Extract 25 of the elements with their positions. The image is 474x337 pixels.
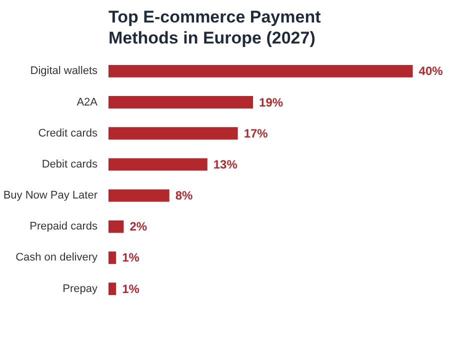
data-label: 2% [130, 220, 148, 234]
bar [108, 127, 238, 140]
y-tick-label: Buy Now Pay Later [3, 190, 98, 202]
y-tick-label: Prepaid cards [30, 220, 98, 233]
data-label: 13% [213, 157, 238, 172]
y-tick-label: Credit cards [38, 127, 98, 140]
bar [108, 189, 170, 202]
y-tick-label: Cash on delivery [16, 252, 98, 264]
y-tick-label: Debit cards [42, 158, 98, 170]
data-label: 40% [418, 64, 444, 78]
data-label: 17% [244, 126, 268, 140]
bar [108, 252, 116, 264]
data-label: 1% [122, 250, 140, 265]
data-label: 8% [175, 188, 194, 203]
y-tick-label: A2A [76, 96, 98, 108]
bar [108, 64, 413, 78]
bar [108, 220, 124, 233]
bar [108, 158, 208, 171]
y-tick-label: Digital wallets [30, 65, 98, 78]
y-tick-label: Prepay [62, 282, 98, 295]
data-label: 19% [259, 95, 284, 110]
chart-title: Top E-commerce Payment Methods in Europe (2027) [108, 8, 322, 48]
data-label: 1% [122, 282, 140, 296]
bar [108, 96, 254, 108]
bar [108, 282, 116, 296]
